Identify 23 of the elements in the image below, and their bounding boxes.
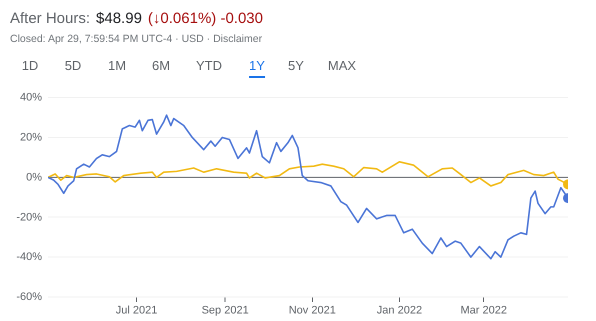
text: 1Y [249,58,265,78]
text: 5Y [288,58,304,75]
text: 1M [108,58,126,75]
x-tick-label: Jul 2021 [116,304,158,317]
text: YTD [196,58,222,75]
y-tick-label: 20% [20,132,42,144]
text: 5D [64,58,82,75]
y-tick-label: -60% [16,291,42,304]
y-tick-label: 0% [26,171,42,184]
text: (↓0.061%) -0.030 [148,10,263,27]
text: Closed: Apr 29, 7:59:54 PM UTC-4 · USD · Disclaimer [10,33,262,45]
text: MAX [328,58,356,75]
text: 6M [152,58,170,75]
text: After Hours: [10,10,90,27]
y-tick-label: -20% [16,211,42,224]
text: $48.99 [96,10,142,27]
x-tick-label: Jan 2022 [376,304,422,317]
x-tick-label: Sep 2021 [202,304,249,317]
y-tick-label: 40% [20,92,42,104]
x-tick-label: Mar 2022 [460,304,507,317]
x-tick-label: Nov 2021 [288,304,336,317]
text: 1D [22,58,38,75]
y-tick-label: -40% [16,251,42,264]
